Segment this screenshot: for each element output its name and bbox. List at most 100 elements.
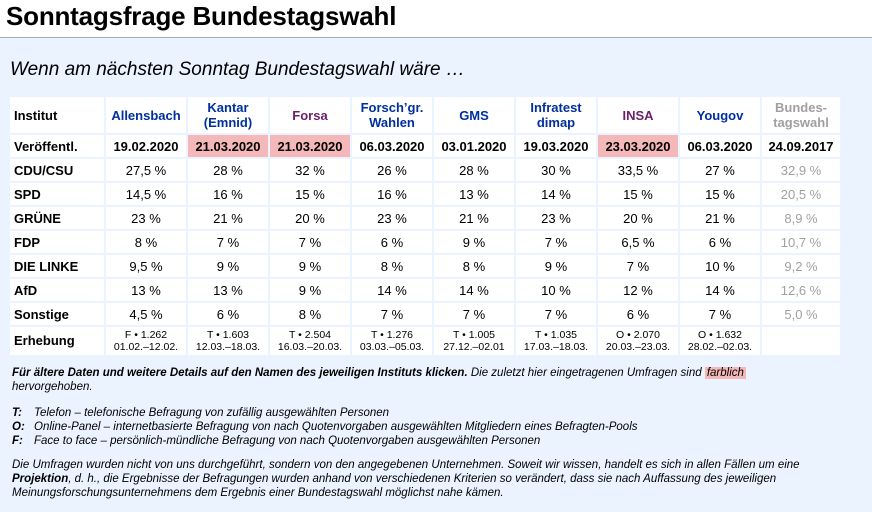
poll-value: 21 % [680,207,760,229]
poll-value: 4,5 % [106,303,186,325]
election-result: 8,9 % [762,207,840,229]
poll-value: 10 % [516,279,596,301]
poll-value: 23 % [106,207,186,229]
poll-value: 23 % [516,207,596,229]
election-result: 12,6 % [762,279,840,301]
institute-link[interactable]: Forsa [292,107,328,123]
disclaimer-text: Die Umfragen wurden nicht von uns durchg… [12,459,800,471]
election-result: 5,0 % [762,303,840,325]
legend-item: F: Face to face – persönlich-mündliche Be… [12,434,862,448]
poll-value: 13 % [188,279,268,301]
institute-link[interactable]: INSA [622,107,654,123]
poll-value: 20 % [270,207,350,229]
poll-value: 23 % [352,207,432,229]
poll-value: 7 % [352,303,432,325]
disclaimer-text-end: , d. h., die Ergebnisse der Befragungen … [12,473,777,499]
poll-value: 7 % [598,255,678,277]
party-row-afd: AfD 13 % 13 % 9 % 14 % 14 % 10 % 12 % 14… [10,279,840,301]
published-date: 06.03.2020 [352,135,432,157]
poll-value: 15 % [680,183,760,205]
institute-kantar[interactable]: Kantar (Emnid) [188,97,268,133]
poll-value: 16 % [352,183,432,205]
institute-link[interactable]: Infratest dimap [530,100,582,130]
election-result: 20,5 % [762,183,840,205]
election-result: 32,9 % [762,159,840,181]
poll-value: 8 % [434,255,514,277]
title-divider [0,37,872,38]
poll-value: 28 % [434,159,514,181]
click-hint-text: Die zuletzt hier eingetragenen Umfragen … [467,367,705,379]
institute-link[interactable]: Yougov [696,107,744,123]
survey-info: O • 1.632 28.02.–02.03. [680,327,760,355]
published-date: 19.03.2020 [516,135,596,157]
poll-value: 9 % [516,255,596,277]
survey-info: F • 1.262 01.02.–12.02. [106,327,186,355]
institute-link[interactable]: GMS [459,107,489,123]
institute-gms[interactable]: GMS [434,97,514,133]
party-label: GRÜNE [10,207,104,229]
poll-value: 7 % [434,303,514,325]
institute-link[interactable]: Forsch’gr. Wahlen [360,100,424,130]
poll-value: 7 % [680,303,760,325]
published-date: 19.02.2020 [106,135,186,157]
institute-insa[interactable]: INSA [598,97,678,133]
survey-info: T • 1.035 17.03.–18.03. [516,327,596,355]
poll-value: 9 % [434,231,514,253]
poll-value: 7 % [516,231,596,253]
poll-value: 7 % [188,231,268,253]
published-label: Veröffentl. [10,135,104,157]
party-label: AfD [10,279,104,301]
party-label: SPD [10,183,104,205]
poll-value: 16 % [188,183,268,205]
poll-value: 8 % [352,255,432,277]
party-row-spd: SPD 14,5 % 16 % 15 % 16 % 13 % 14 % 15 %… [10,183,840,205]
party-row-fdp: FDP 8 % 7 % 7 % 6 % 9 % 7 % 6,5 % 6 % 10… [10,231,840,253]
legend-text: Online-Panel – internetbasierte Befragun… [34,421,638,433]
survey-row: Erhebung F • 1.262 01.02.–12.02. T • 1.60… [10,327,840,355]
party-label: Sonstige [10,303,104,325]
poll-value: 20 % [598,207,678,229]
poll-value: 32 % [270,159,350,181]
party-row-cdu-csu: CDU/CSU 27,5 % 28 % 32 % 26 % 28 % 30 % … [10,159,840,181]
poll-value: 14,5 % [106,183,186,205]
poll-value: 13 % [434,183,514,205]
poll-value: 30 % [516,159,596,181]
institute-link[interactable]: Kantar (Emnid) [203,100,253,130]
party-label: CDU/CSU [10,159,104,181]
institute-link[interactable]: Allensbach [111,107,181,123]
published-date-highlighted: 21.03.2020 [270,135,350,157]
poll-value: 21 % [434,207,514,229]
institute-forsa[interactable]: Forsa [270,97,350,133]
disclaimer-bold: Projektion [12,473,69,485]
survey-info: T • 1.603 12.03.–18.03. [188,327,268,355]
poll-value: 28 % [188,159,268,181]
farblich-highlight-sample: farblich [704,367,746,379]
poll-value: 33,5 % [598,159,678,181]
party-row-sonstige: Sonstige 4,5 % 6 % 8 % 7 % 7 % 7 % 6 % 7… [10,303,840,325]
poll-value: 7 % [516,303,596,325]
published-date-highlighted: 23.03.2020 [598,135,678,157]
poll-table: Institut Allensbach Kantar (Emnid) Forsa … [8,95,842,357]
poll-value: 6 % [680,231,760,253]
institute-yougov[interactable]: Yougov [680,97,760,133]
institute-allensbach[interactable]: Allensbach [106,97,186,133]
survey-info: T • 1.005 27.12.–02.01 [434,327,514,355]
poll-value: 8 % [106,231,186,253]
survey-info-empty [762,327,840,355]
poll-value: 14 % [352,279,432,301]
poll-value: 21 % [188,207,268,229]
click-hint-note: Für ältere Daten und weitere Details auf… [12,366,862,394]
legend-key: F: [12,435,23,447]
method-legend: T: Telefon – telefonische Befragung von z… [12,406,862,448]
poll-value: 26 % [352,159,432,181]
published-date-election: 24.09.2017 [762,135,840,157]
published-date: 03.01.2020 [434,135,514,157]
legend-text: Face to face – persönlich-mündliche Befr… [34,435,541,447]
institute-forschungsgruppe-wahlen[interactable]: Forsch’gr. Wahlen [352,97,432,133]
poll-value: 14 % [434,279,514,301]
poll-value: 6 % [188,303,268,325]
institute-infratest-dimap[interactable]: Infratest dimap [516,97,596,133]
poll-value: 15 % [270,183,350,205]
page-title: Sonntagsfrage Bundestagswahl [6,1,397,31]
poll-value: 10 % [680,255,760,277]
